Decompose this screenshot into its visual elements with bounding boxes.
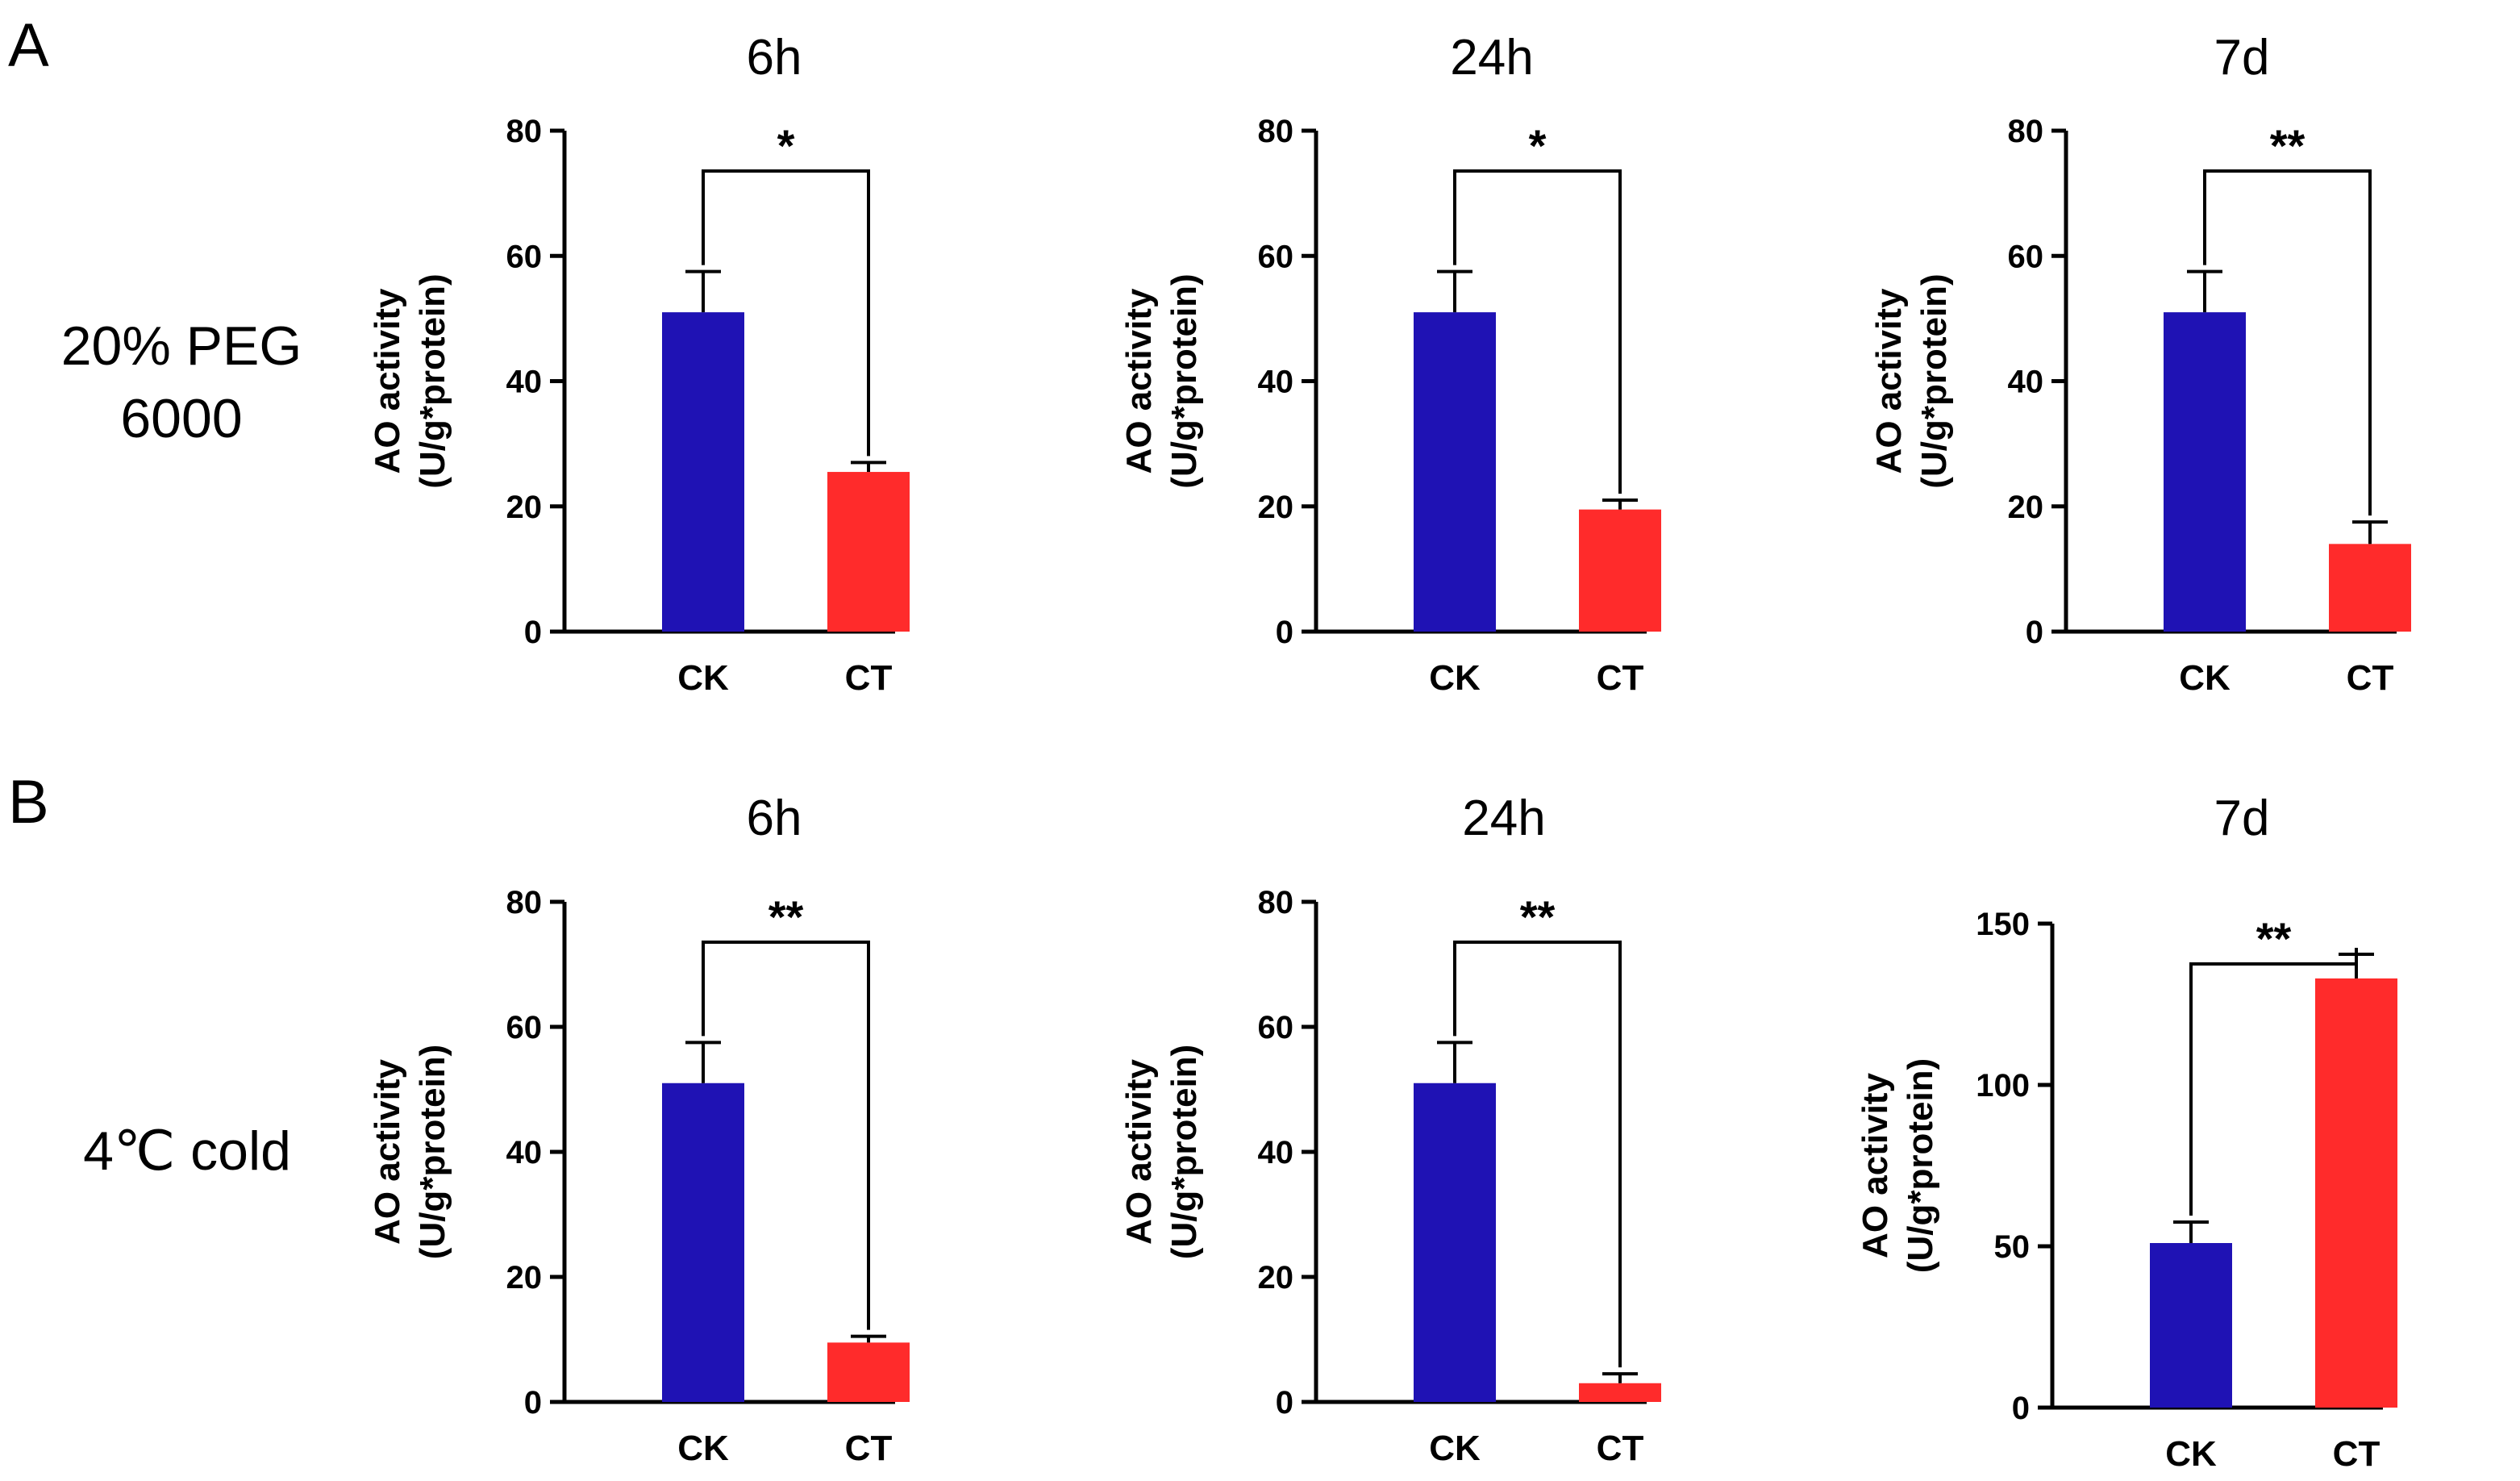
y-tick-label: 0 (524, 1385, 542, 1421)
row-label-b: 4℃ cold (83, 1120, 291, 1182)
category-label-ck: CK (677, 1429, 729, 1468)
significance-bracket (2189, 948, 2358, 1216)
y-tick-label: 60 (1258, 239, 1294, 274)
significance-bracket (1453, 941, 1622, 1368)
bar-ct (1579, 1383, 1661, 1402)
chart-b-24h: 24h 0 20 40 60 80 AO activity (U/g*protein) CK CT… (1119, 791, 1661, 1468)
category-label-ck: CK (2165, 1434, 2217, 1474)
y-tick-label: 40 (1258, 365, 1294, 400)
y-tick-label: 20 (1258, 1260, 1294, 1295)
panel-label-b: B (8, 768, 49, 836)
row-label-a-line1: 20% PEG (61, 315, 302, 377)
chart-title: 7d (2214, 791, 2270, 846)
category-label-ck: CK (2179, 658, 2231, 698)
chart-b-7d: 7d 0 50 100 150 AO activity (U/g*protein) CK CT *… (1856, 791, 2397, 1474)
y-tick-label: 60 (506, 1010, 543, 1045)
y-tick-label: 80 (2008, 114, 2044, 149)
y-axis-label-line: (U/g*protein) (413, 1045, 452, 1259)
chart-a-7d: 7d 0 20 40 60 80 AO activity (U/g*protein) CK CT *… (1869, 30, 2411, 698)
category-label-ck: CK (1429, 658, 1481, 698)
y-tick-label: 60 (2008, 239, 2044, 274)
y-tick-label: 40 (506, 1135, 543, 1170)
category-label-ct: CT (845, 1429, 893, 1468)
chart-title: 6h (747, 791, 802, 846)
y-tick-label: 40 (1258, 1135, 1294, 1170)
bar-ck (2164, 312, 2246, 632)
y-tick-label: 40 (2008, 365, 2044, 400)
bar-ck (1414, 1083, 1496, 1402)
y-axis-label-line: AO activity (1856, 1073, 1895, 1258)
chart-a-6h: 6h 0 20 40 60 80 AO activity (U/g*protein) CK CT * (368, 30, 910, 698)
category-label-ck: CK (1429, 1429, 1481, 1468)
y-tick-label: 50 (1994, 1229, 2031, 1265)
bar-ct (2315, 978, 2397, 1408)
significance-bracket (1453, 169, 1622, 494)
significance-label: ** (2256, 913, 2292, 964)
y-axis-label-line: (U/g*protein) (1164, 273, 1204, 488)
y-axis-label-line: (U/g*protein) (413, 273, 452, 488)
chart-a-24h: 24h 0 20 40 60 80 AO activity (U/g*protein) CK CT… (1119, 30, 1661, 698)
y-tick-label: 0 (2012, 1391, 2030, 1426)
y-tick-label: 0 (2026, 615, 2043, 650)
bar-ck (662, 1083, 744, 1402)
chart-title: 24h (1462, 791, 1545, 846)
y-tick-label: 60 (506, 239, 543, 274)
chart-title: 6h (747, 30, 802, 86)
category-label-ck: CK (677, 658, 729, 698)
y-tick-label: 0 (1276, 615, 1293, 650)
y-tick-label: 20 (2008, 490, 2044, 525)
y-tick-label: 40 (506, 365, 543, 400)
category-label-ct: CT (2347, 658, 2394, 698)
y-tick-label: 80 (506, 885, 543, 920)
category-label-ct: CT (1597, 1429, 1644, 1468)
bar-ck (1414, 312, 1496, 632)
y-axis-label-line: AO activity (1119, 1059, 1159, 1245)
y-tick-label: 20 (506, 490, 543, 525)
significance-label: ** (1520, 891, 1556, 942)
y-tick-label: 100 (1976, 1068, 2030, 1103)
bar-ct (827, 472, 910, 632)
chart-b-6h: 6h 0 20 40 60 80 AO activity (U/g*protein) CK CT *… (368, 791, 910, 1468)
row-label-a-line2: 6000 (120, 388, 242, 449)
significance-bracket (702, 169, 870, 457)
y-axis-label-line: AO activity (1869, 288, 1909, 474)
y-axis-label-line: AO activity (368, 1059, 407, 1245)
y-axis-label-line: (U/g*protein) (1164, 1045, 1204, 1259)
y-tick-label: 80 (1258, 885, 1294, 920)
chart-title: 7d (2214, 30, 2270, 86)
significance-label: * (777, 120, 795, 171)
significance-label: * (1529, 120, 1547, 171)
y-tick-label: 60 (1258, 1010, 1294, 1045)
significance-label: ** (2270, 120, 2305, 171)
y-axis-label-line: AO activity (1119, 288, 1159, 474)
bar-ck (662, 312, 744, 632)
chart-title: 24h (1450, 30, 1533, 86)
bar-ct (2329, 544, 2411, 632)
category-label-ct: CT (2333, 1434, 2380, 1474)
y-axis-label-line: (U/g*protein) (1901, 1058, 1940, 1273)
y-tick-label: 20 (506, 1260, 543, 1295)
y-tick-label: 150 (1976, 907, 2030, 942)
y-axis-label-line: (U/g*protein) (1914, 273, 1954, 488)
bar-ck (2150, 1243, 2232, 1408)
bar-ct (1579, 509, 1661, 632)
significance-bracket (2203, 169, 2372, 516)
y-axis-label-line: AO activity (368, 288, 407, 474)
y-tick-label: 80 (506, 114, 543, 149)
category-label-ct: CT (1597, 658, 1644, 698)
y-tick-label: 0 (524, 615, 542, 650)
panel-label-a: A (8, 11, 49, 80)
category-label-ct: CT (845, 658, 893, 698)
significance-bracket (702, 941, 870, 1330)
y-tick-label: 20 (1258, 490, 1294, 525)
significance-label: ** (768, 891, 804, 942)
y-tick-label: 0 (1276, 1385, 1293, 1421)
y-tick-label: 80 (1258, 114, 1294, 149)
bar-ct (827, 1342, 910, 1402)
